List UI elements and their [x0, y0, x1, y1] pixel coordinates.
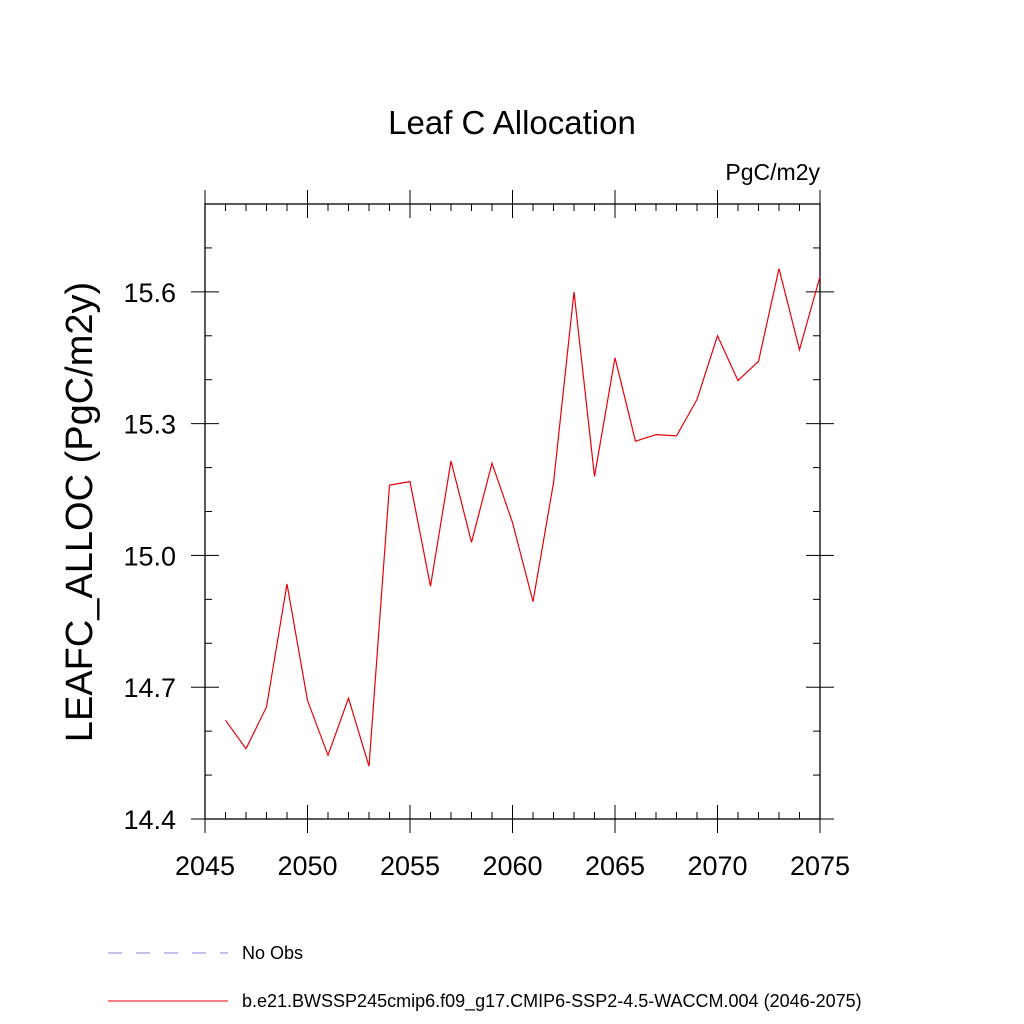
y-tick-label: 15.0 [123, 541, 176, 571]
chart-title: Leaf C Allocation [388, 104, 636, 141]
x-tick-label: 2050 [277, 851, 337, 881]
legend: No Obs b.e21.BWSSP245cmip6.f09_g17.CMIP6… [108, 943, 862, 1012]
plot-frame [204, 203, 821, 820]
units-label: PgC/m2y [725, 159, 820, 185]
x-tick-label: 2045 [175, 851, 235, 881]
x-tick-label: 2060 [482, 851, 542, 881]
y-tick-label: 14.4 [123, 805, 176, 835]
x-tick-label: 2055 [380, 851, 440, 881]
y-tick-label: 14.7 [123, 673, 176, 703]
x-tick-labels: 2045 2050 2055 2060 2065 2070 2075 [175, 851, 850, 881]
x-tick-label: 2065 [585, 851, 645, 881]
x-tick-label: 2070 [687, 851, 747, 881]
axis-ticks [191, 190, 834, 833]
series-group [225, 268, 821, 767]
legend-label-model-run: b.e21.BWSSP245cmip6.f09_g17.CMIP6-SSP2-4… [242, 991, 862, 1012]
y-axis-label: LEAFC_ALLOC (PgC/m2y) [59, 282, 101, 742]
x-tick-label: 2075 [790, 851, 850, 881]
y-tick-label: 15.6 [123, 278, 176, 308]
legend-label-no-obs: No Obs [242, 943, 303, 963]
series-line [225, 268, 821, 767]
y-tick-labels: 14.4 14.7 15.0 15.3 15.6 [123, 278, 176, 835]
y-tick-label: 15.3 [123, 410, 176, 440]
